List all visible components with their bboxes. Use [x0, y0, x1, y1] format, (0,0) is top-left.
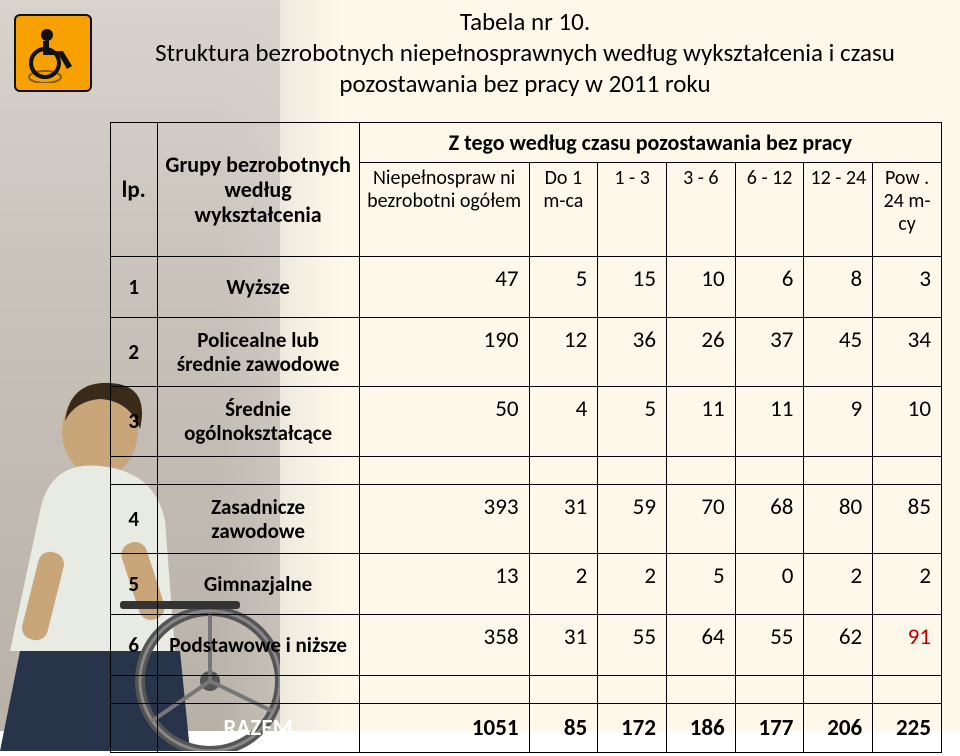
sub-header: 6 - 12	[735, 163, 804, 257]
row-number: 6	[111, 614, 158, 675]
title-line-2: Struktura bezrobotnych niepełnosprawnych…	[110, 37, 940, 100]
cell: 10	[666, 257, 735, 318]
table-row: 4Zasadnicze zawodowe393315970688085	[111, 484, 942, 553]
sub-header: Pow . 24 m- cy	[873, 163, 942, 257]
total-cell: 177	[735, 703, 804, 752]
cell: 393	[359, 484, 529, 553]
spacer-row	[111, 675, 942, 703]
row-number: 2	[111, 318, 158, 387]
sub-header: 12 - 24	[804, 163, 873, 257]
cell: 2	[804, 553, 873, 614]
spacer-row	[111, 456, 942, 484]
total-cell: 225	[873, 703, 942, 752]
cell: 4	[529, 387, 598, 456]
row-number: 3	[111, 387, 158, 456]
cell: 91	[873, 614, 942, 675]
cell: 6	[735, 257, 804, 318]
table-row: 2Policealne lub średnie zawodowe19012362…	[111, 318, 942, 387]
col-header-lp: lp.	[111, 123, 158, 257]
cell: 36	[598, 318, 667, 387]
row-number: 1	[111, 257, 158, 318]
table-row: 6Podstawowe i niższe358315564556291	[111, 614, 942, 675]
cell: 11	[735, 387, 804, 456]
cell: 50	[359, 387, 529, 456]
total-label: RAZEM	[157, 703, 359, 752]
cell: 3	[873, 257, 942, 318]
total-cell: 1051	[359, 703, 529, 752]
table-body: 1Wyższe47515106832Policealne lub średnie…	[111, 257, 942, 753]
table-row: 1Wyższe4751510683	[111, 257, 942, 318]
row-label: Zasadnicze zawodowe	[157, 484, 359, 553]
cell: 85	[873, 484, 942, 553]
cell: 31	[529, 614, 598, 675]
sub-header: 1 - 3	[598, 163, 667, 257]
data-table: lp. Grupy bezrobotnych według wykształce…	[110, 122, 942, 753]
wheelchair-badge-icon	[14, 14, 92, 92]
cell: 31	[529, 484, 598, 553]
cell: 37	[735, 318, 804, 387]
data-table-wrap: lp. Grupy bezrobotnych według wykształce…	[110, 122, 942, 753]
cell: 8	[804, 257, 873, 318]
cell: 5	[598, 387, 667, 456]
cell: 34	[873, 318, 942, 387]
table-row: 5Gimnazjalne13225022	[111, 553, 942, 614]
cell: 70	[666, 484, 735, 553]
cell: 12	[529, 318, 598, 387]
cell: 13	[359, 553, 529, 614]
cell: 80	[804, 484, 873, 553]
total-cell: 206	[804, 703, 873, 752]
sub-header: Do 1 m-ca	[529, 163, 598, 257]
row-label: Gimnazjalne	[157, 553, 359, 614]
row-number: 5	[111, 553, 158, 614]
cell: 9	[804, 387, 873, 456]
col-header-group: Grupy bezrobotnych według wykształcenia	[157, 123, 359, 257]
total-cell: 85	[529, 703, 598, 752]
row-label: Średnie ogólnokształcące	[157, 387, 359, 456]
cell: 62	[804, 614, 873, 675]
cell: 55	[598, 614, 667, 675]
row-label: Wyższe	[157, 257, 359, 318]
table-row: 3Średnie ogólnokształcące50451111910	[111, 387, 942, 456]
row-label: Podstawowe i niższe	[157, 614, 359, 675]
cell: 0	[735, 553, 804, 614]
cell: 5	[666, 553, 735, 614]
cell: 47	[359, 257, 529, 318]
total-cell: 186	[666, 703, 735, 752]
title-block: Tabela nr 10. Struktura bezrobotnych nie…	[110, 6, 940, 100]
cell: 2	[598, 553, 667, 614]
cell: 358	[359, 614, 529, 675]
total-lp	[111, 703, 158, 752]
col-header-span: Z tego według czasu pozostawania bez pra…	[359, 123, 941, 163]
cell: 64	[666, 614, 735, 675]
cell: 11	[666, 387, 735, 456]
cell: 45	[804, 318, 873, 387]
cell: 15	[598, 257, 667, 318]
cell: 2	[529, 553, 598, 614]
cell: 10	[873, 387, 942, 456]
total-row: RAZEM105185172186177206225	[111, 703, 942, 752]
row-number: 4	[111, 484, 158, 553]
title-line-1: Tabela nr 10.	[110, 6, 940, 37]
cell: 68	[735, 484, 804, 553]
row-label: Policealne lub średnie zawodowe	[157, 318, 359, 387]
cell: 190	[359, 318, 529, 387]
cell: 59	[598, 484, 667, 553]
cell: 55	[735, 614, 804, 675]
total-cell: 172	[598, 703, 667, 752]
cell: 26	[666, 318, 735, 387]
cell: 5	[529, 257, 598, 318]
cell: 2	[873, 553, 942, 614]
sub-header: 3 - 6	[666, 163, 735, 257]
sub-header: Niepełnospraw ni bezrobotni ogółem	[359, 163, 529, 257]
